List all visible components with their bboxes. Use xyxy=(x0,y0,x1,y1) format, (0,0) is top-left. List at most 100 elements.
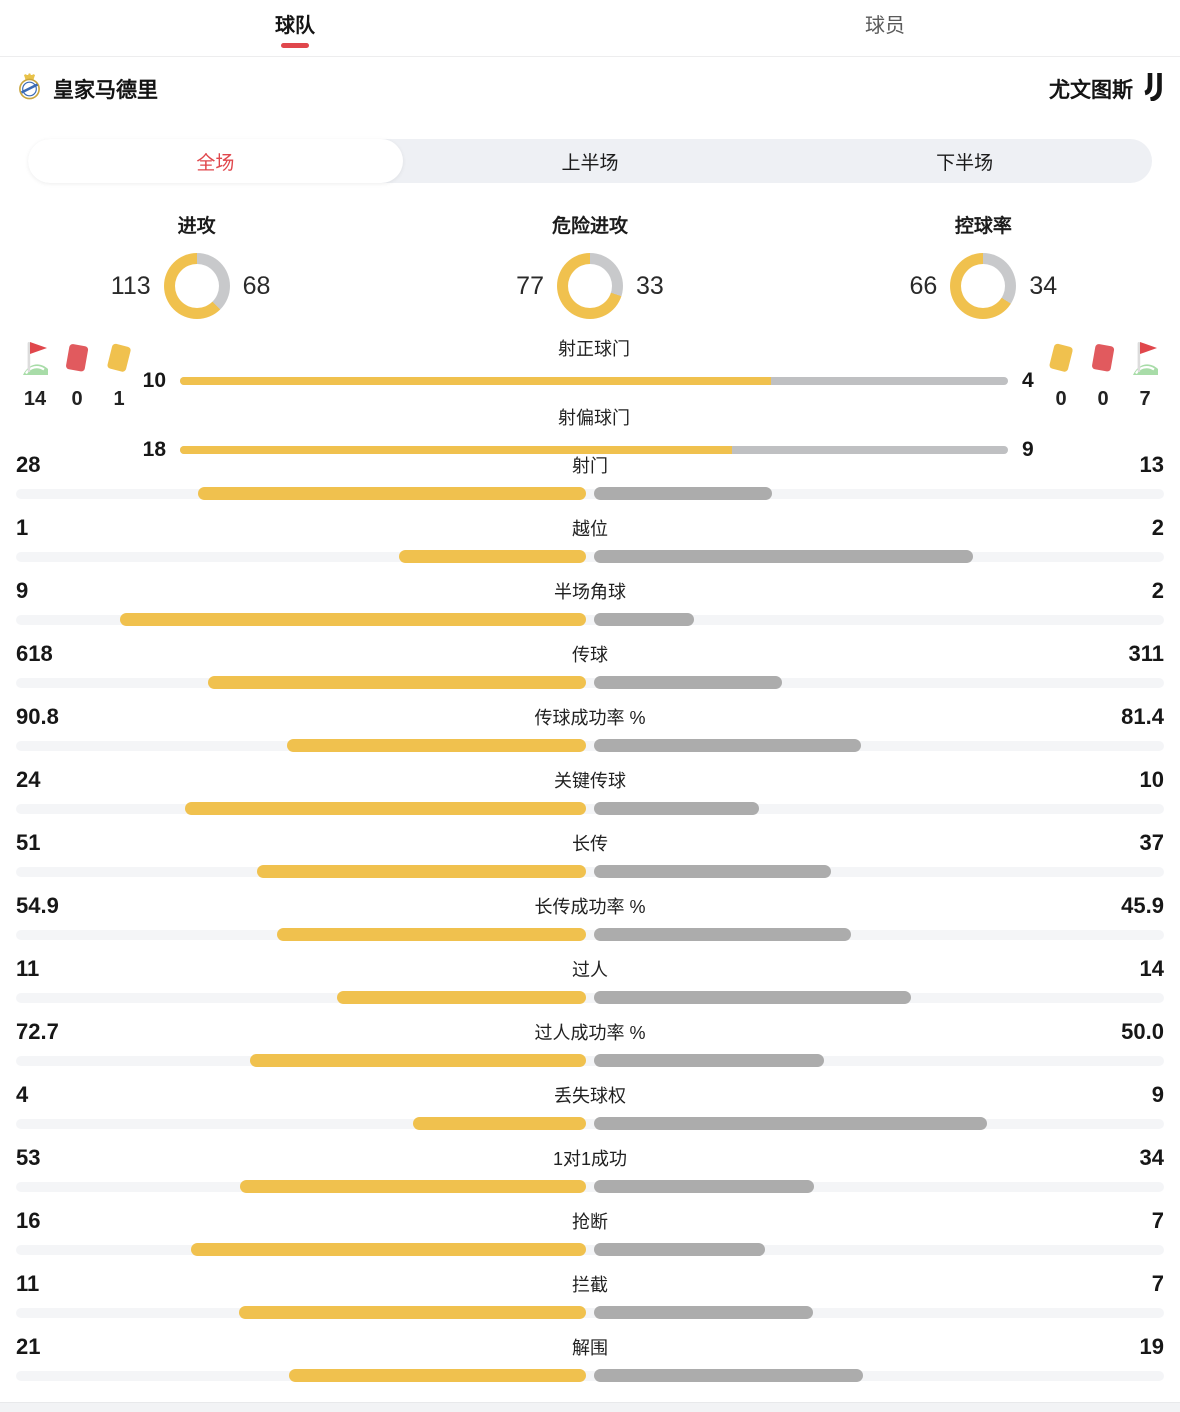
home-value: 16 xyxy=(16,1208,41,1233)
away-value: 34 xyxy=(1029,271,1058,300)
home-team-name: 皇家马德里 xyxy=(53,79,158,102)
home-value: 18 xyxy=(142,438,166,461)
home-value: 21 xyxy=(16,1334,41,1359)
stat-label: 射门 xyxy=(572,456,608,476)
stat-label: 1对1成功 xyxy=(552,1149,628,1169)
home-value: 10 xyxy=(142,369,166,392)
tab-players[interactable]: 球员 xyxy=(590,0,1180,56)
donut-group-possession: 控球率 66 34 xyxy=(787,211,1180,319)
stat-label: 抢断 xyxy=(572,1212,608,1232)
donut-chart-attacks xyxy=(163,253,230,319)
stat-bar xyxy=(16,1117,1164,1130)
home-value: 4 xyxy=(16,1082,29,1107)
donut-group-attacks: 进攻 113 68 xyxy=(0,211,393,319)
away-value: 33 xyxy=(635,271,664,300)
away-value: 34 xyxy=(1139,1145,1164,1170)
stat-bar xyxy=(16,1369,1164,1382)
stat-label: 长传 xyxy=(572,834,608,854)
stat-row: 53 1对1成功 34 xyxy=(16,1130,1164,1193)
away-value: 37 xyxy=(1139,830,1164,855)
home-bar xyxy=(239,1306,586,1319)
stat-row: 21 解围 19 xyxy=(16,1319,1164,1382)
home-value: 90.8 xyxy=(16,704,59,729)
away-red-cards-count: 0 xyxy=(1097,388,1109,410)
away-bar xyxy=(594,1180,815,1193)
tab-team[interactable]: 球队 xyxy=(0,0,590,56)
red-card-icon xyxy=(1086,341,1120,375)
segment-full-match[interactable]: 全场 xyxy=(28,139,403,183)
away-bar xyxy=(594,1306,814,1319)
away-value: 9 xyxy=(1022,438,1034,461)
home-team: 皇家马德里 xyxy=(16,72,158,106)
stat-label: 半场角球 xyxy=(554,582,626,602)
home-value: 1 xyxy=(16,515,29,540)
away-bar xyxy=(594,928,852,941)
stat-row: 51 长传 37 xyxy=(16,815,1164,878)
stat-row: 1 越位 2 xyxy=(16,500,1164,563)
home-value: 618 xyxy=(16,641,53,666)
active-tab-underline xyxy=(281,42,309,48)
stat-row: 28 射门 13 xyxy=(16,437,1164,500)
away-bar xyxy=(594,1243,765,1256)
bar-track xyxy=(16,929,1164,940)
home-discipline: 14 0 1 xyxy=(18,339,136,411)
bar-track xyxy=(16,740,1164,751)
stat-bar xyxy=(16,613,1164,626)
stat-label: 关键传球 xyxy=(554,771,626,791)
away-bar xyxy=(594,865,832,878)
stat-bar xyxy=(16,676,1164,689)
stat-bar xyxy=(16,865,1164,878)
away-value: 2 xyxy=(1151,578,1164,603)
away-discipline: 0 0 7 xyxy=(1044,339,1162,411)
home-bar xyxy=(287,739,586,752)
segment-second-half[interactable]: 下半场 xyxy=(936,152,994,174)
bar-track xyxy=(16,1181,1164,1192)
away-value: 311 xyxy=(1128,641,1165,666)
stat-label: 解围 xyxy=(572,1338,608,1358)
stat-row: 24 关键传球 10 xyxy=(16,752,1164,815)
away-bar xyxy=(594,802,759,815)
stat-label: 射偏球门 xyxy=(558,408,630,428)
away-bar xyxy=(594,1117,988,1130)
corner-flag-icon xyxy=(18,339,52,377)
stat-row: 4 丢失球权 9 xyxy=(16,1067,1164,1130)
stats-list: 28 射门 13 1 越位 2 9 半场角球 2 xyxy=(0,437,1180,1382)
stat-row: 11 过人 14 xyxy=(16,941,1164,1004)
stat-bar xyxy=(16,802,1164,815)
home-value: 77 xyxy=(516,271,544,300)
away-bar xyxy=(594,991,912,1004)
bar-track xyxy=(16,488,1164,499)
stat-bar xyxy=(180,377,1008,385)
donut-title: 危险进攻 xyxy=(551,216,628,237)
corner-flag-icon xyxy=(1128,339,1162,377)
stat-label: 丢失球权 xyxy=(554,1086,626,1106)
away-bar xyxy=(594,1369,863,1382)
real-madrid-crest-icon xyxy=(16,72,43,106)
stat-bar xyxy=(16,487,1164,500)
stat-label: 传球成功率 % xyxy=(534,708,646,728)
home-value: 113 xyxy=(110,271,151,300)
stat-bar xyxy=(16,739,1164,752)
home-bar xyxy=(184,802,586,815)
home-bar xyxy=(337,991,586,1004)
stat-row: 9 半场角球 2 xyxy=(16,563,1164,626)
away-value: 45.9 xyxy=(1121,893,1164,918)
home-bar xyxy=(288,1369,586,1382)
away-value: 13 xyxy=(1139,452,1164,477)
segment-first-half[interactable]: 上半场 xyxy=(561,152,619,174)
red-card-icon xyxy=(60,341,94,375)
away-bar xyxy=(594,550,973,563)
bar-track xyxy=(16,1118,1164,1129)
home-value: 9 xyxy=(16,578,29,603)
donut-chart-possession xyxy=(950,253,1017,319)
stat-label: 过人成功率 % xyxy=(534,1023,646,1043)
away-value: 7 xyxy=(1151,1271,1164,1296)
donut-title: 控球率 xyxy=(954,216,1012,237)
away-bar xyxy=(594,739,862,752)
away-bar xyxy=(594,613,695,626)
period-selector: 全场 上半场 下半场 xyxy=(28,139,1152,183)
bar-track xyxy=(16,614,1164,625)
top-tab-bar: 球队 球员 xyxy=(0,0,1180,57)
stat-row: 16 抢断 7 xyxy=(16,1193,1164,1256)
away-bar xyxy=(594,487,772,500)
